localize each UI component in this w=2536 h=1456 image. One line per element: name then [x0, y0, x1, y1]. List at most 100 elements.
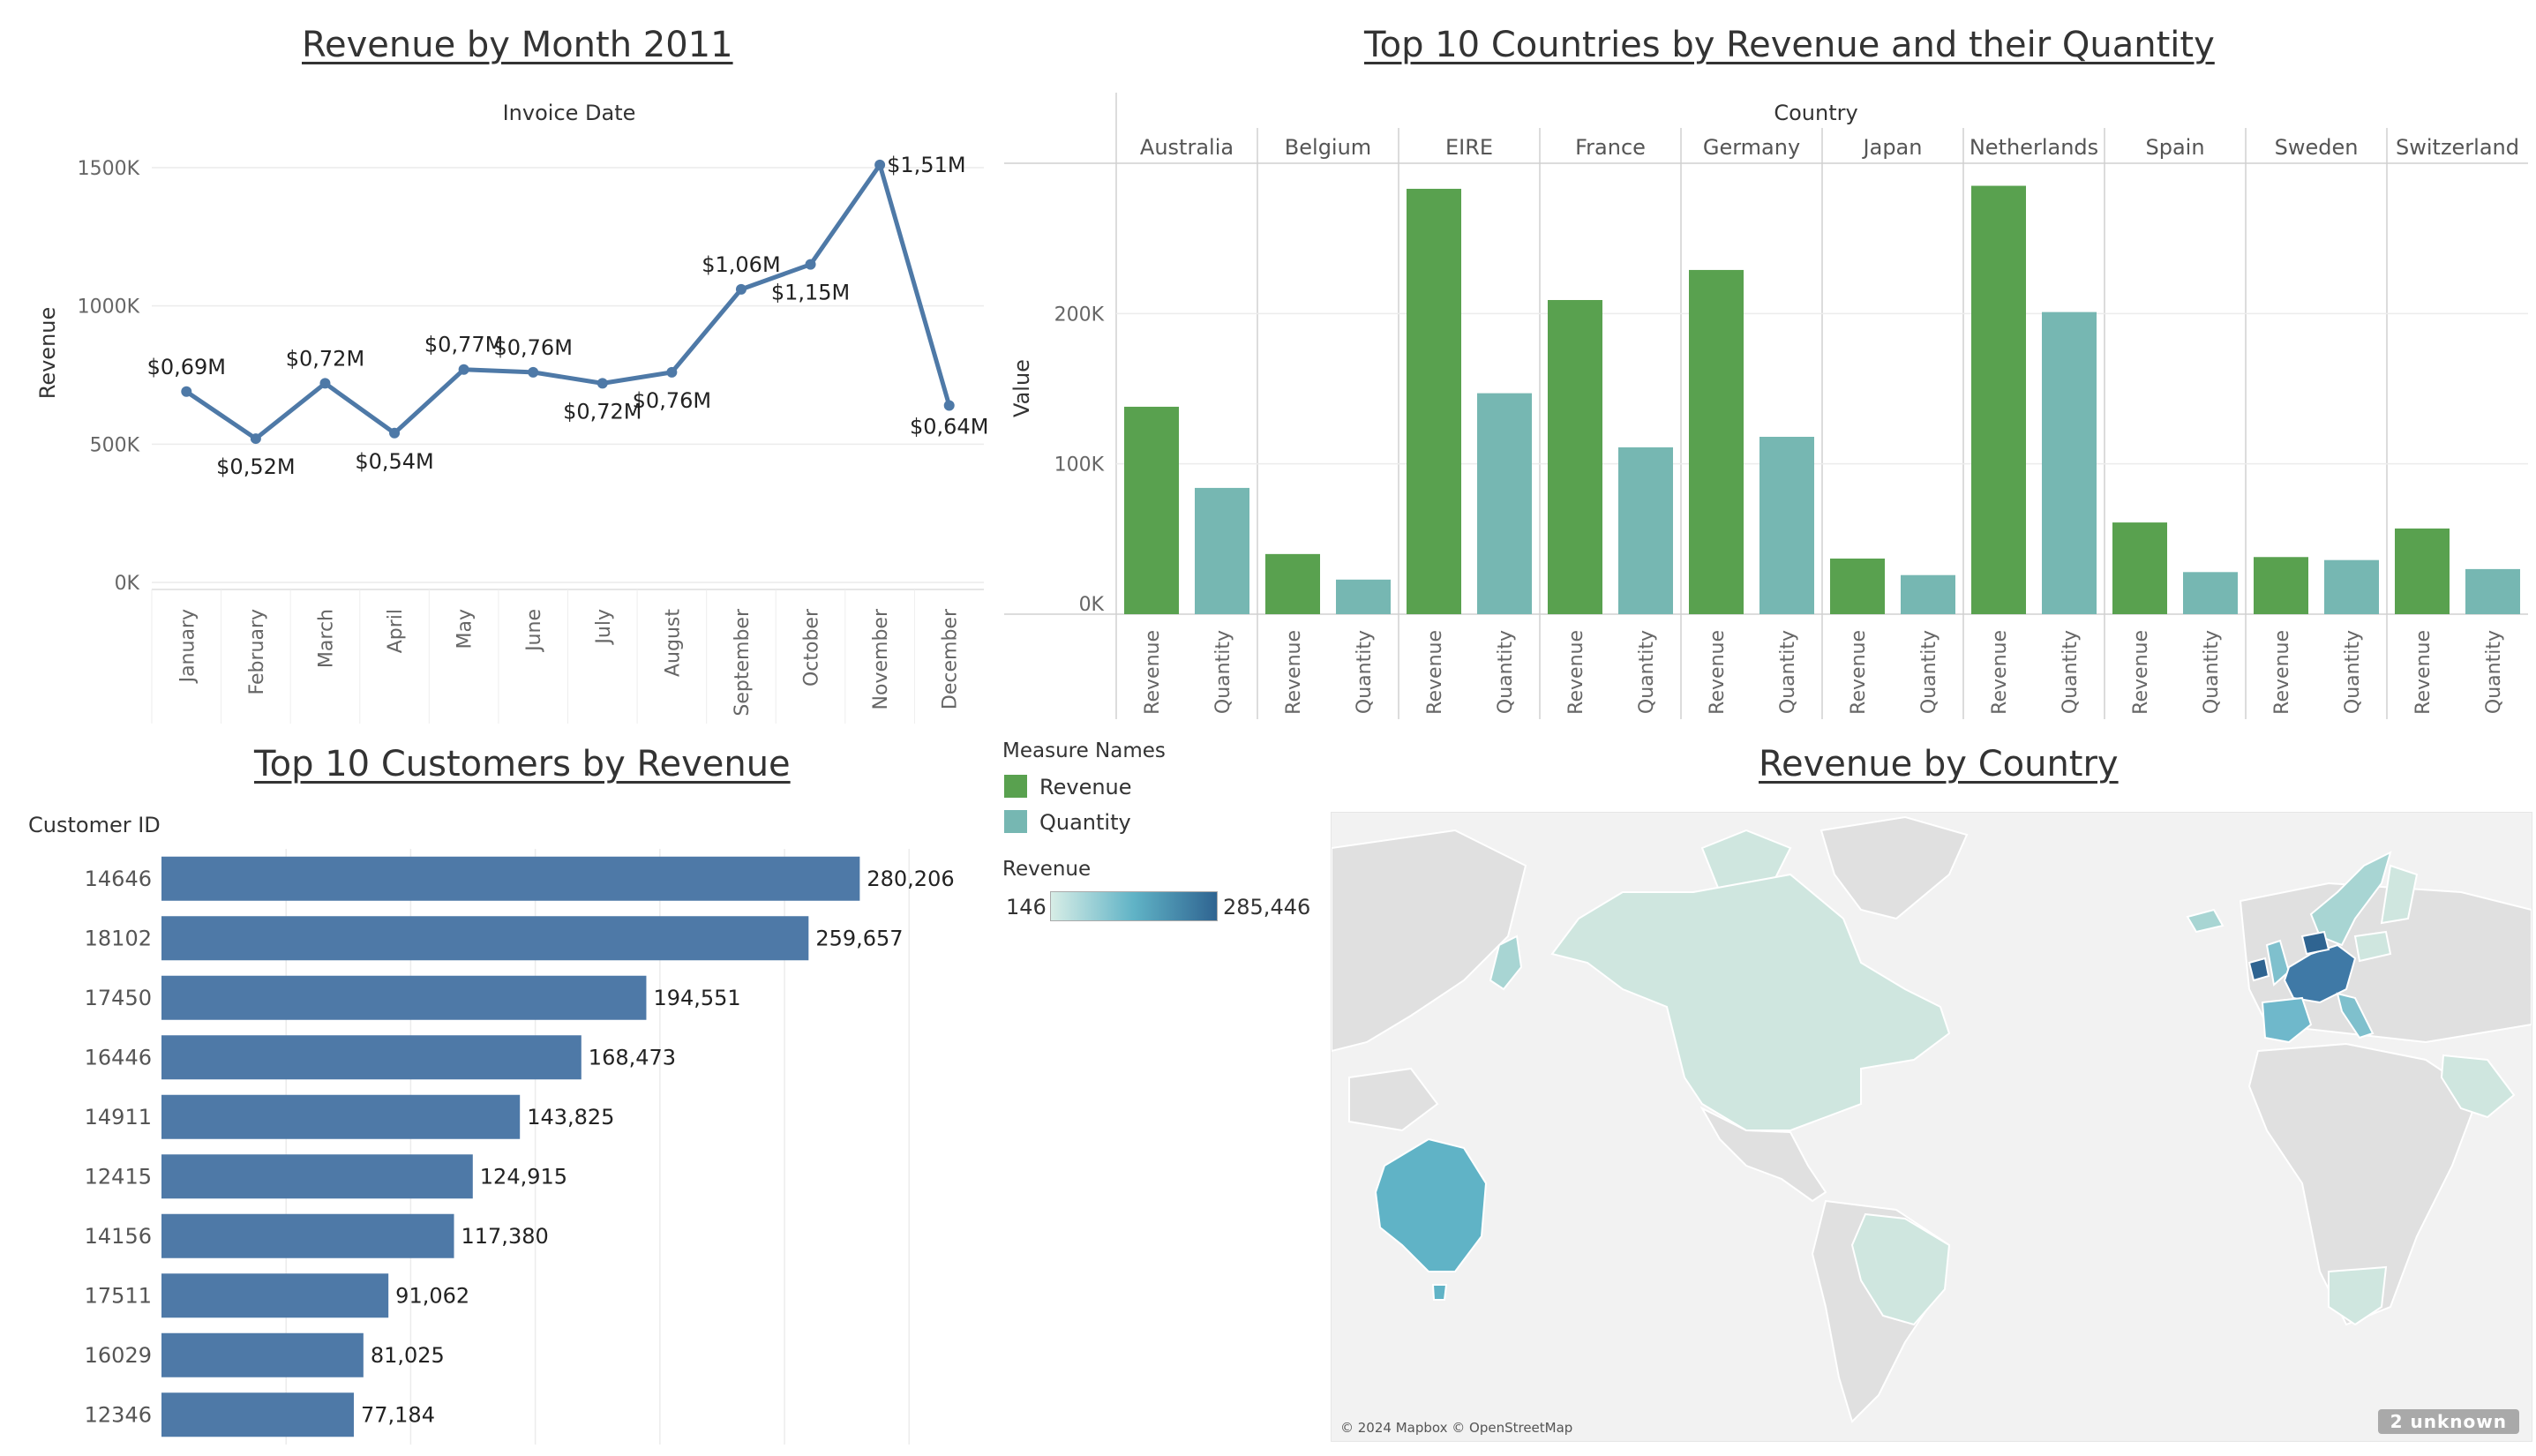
- customer-revenue-bar[interactable]: [161, 1094, 521, 1139]
- customer-revenue-label: 91,062: [395, 1283, 469, 1308]
- month-tick-label: September: [732, 608, 754, 717]
- measure-tick-label: Revenue: [1565, 630, 1587, 715]
- customer-id-label: 12415: [85, 1164, 152, 1189]
- measure-tick-label: Quantity: [1495, 630, 1517, 714]
- month-tick-label: July: [593, 609, 615, 646]
- map-attribution[interactable]: © 2024 Mapbox © OpenStreetMap: [1340, 1420, 1573, 1436]
- line-point[interactable]: [528, 366, 539, 378]
- unknown-locations-badge[interactable]: 2 unknown: [2377, 1409, 2519, 1434]
- quantity-bar[interactable]: [2465, 568, 2520, 614]
- customer-revenue-bar[interactable]: [161, 1332, 364, 1377]
- country-bar-chart[interactable]: Country Value 0K 100K 200K Australia Belgiu…: [997, 88, 2536, 724]
- revenue-legend-swatch: [1004, 775, 1027, 798]
- value-axis-title: Value: [1009, 359, 1034, 417]
- month-tick-label: May: [454, 609, 476, 649]
- revenue-line-chart[interactable]: Invoice Date Revenue 0K 500K 1000K 1500K Ja…: [0, 88, 997, 724]
- customer-revenue-bar[interactable]: [161, 1213, 454, 1258]
- measure-tick-label: Quantity: [2201, 630, 2223, 714]
- customer-id-label: 12346: [85, 1402, 152, 1427]
- country-header-label: Belgium: [1285, 135, 1371, 160]
- line-point[interactable]: [596, 378, 608, 389]
- customer-bar-chart[interactable]: Customer ID 14646 18102 17450 16446 14911 124…: [0, 812, 997, 1447]
- line-x-axis-title: Invoice Date: [503, 101, 636, 125]
- line-point[interactable]: [181, 386, 192, 397]
- line-point[interactable]: [805, 259, 816, 270]
- line-data-label: $1,06M: [702, 252, 780, 277]
- customer-bar-chart-title: Top 10 Customers by Revenue: [254, 744, 791, 784]
- customer-revenue-label: 280,206: [867, 867, 954, 891]
- measure-tick-label: Quantity: [1354, 630, 1376, 714]
- customer-revenue-label: 81,025: [371, 1343, 445, 1368]
- revenue-bar[interactable]: [1265, 553, 1320, 614]
- quantity-bar[interactable]: [2324, 559, 2379, 614]
- customer-id-label: 16029: [85, 1343, 152, 1368]
- line-point[interactable]: [943, 400, 955, 411]
- customer-revenue-bar[interactable]: [161, 1035, 581, 1080]
- quantity-bar[interactable]: [1477, 393, 1532, 614]
- measure-names-legend-title: Measure Names: [1002, 739, 1166, 762]
- line-point[interactable]: [666, 366, 678, 378]
- line-data-label: $1,51M: [887, 153, 965, 177]
- quantity-legend-label[interactable]: Quantity: [1039, 810, 1131, 835]
- line-y-tick-label: 500K: [90, 434, 140, 456]
- quantity-bar[interactable]: [1618, 447, 1673, 614]
- quantity-bar[interactable]: [1336, 579, 1391, 614]
- quantity-bar[interactable]: [2042, 311, 2097, 614]
- customer-revenue-bar[interactable]: [161, 975, 647, 1020]
- revenue-bar[interactable]: [1689, 269, 1744, 614]
- customer-revenue-bar[interactable]: [161, 1273, 389, 1318]
- line-point[interactable]: [458, 364, 469, 375]
- month-tick-label: February: [246, 609, 268, 695]
- quantity-bar[interactable]: [1195, 487, 1249, 614]
- month-tick-label: December: [940, 608, 962, 709]
- country-header-label: Spain: [2145, 135, 2204, 160]
- customer-revenue-bar[interactable]: [161, 916, 809, 961]
- measure-tick-label: Revenue: [2271, 630, 2293, 715]
- revenue-bar[interactable]: [2112, 522, 2167, 614]
- line-y-tick-label: 0K: [115, 573, 140, 595]
- measure-tick-label: Revenue: [1989, 630, 2011, 715]
- customer-id-label: 17511: [85, 1283, 152, 1308]
- customer-revenue-bar[interactable]: [161, 1392, 354, 1437]
- line-point[interactable]: [250, 433, 261, 445]
- customer-revenue-label: 168,473: [589, 1045, 676, 1069]
- country-header-label: Germany: [1703, 135, 1800, 160]
- measure-tick-label: Revenue: [1848, 630, 1870, 715]
- measure-tick-label: Revenue: [2130, 630, 2152, 715]
- revenue-bar[interactable]: [2395, 528, 2450, 614]
- month-tick-label: August: [662, 609, 684, 677]
- revenue-bar[interactable]: [1971, 185, 2026, 615]
- revenue-bar[interactable]: [2254, 557, 2308, 614]
- customer-revenue-bar[interactable]: [161, 1154, 473, 1199]
- measure-tick-label: Revenue: [1707, 630, 1729, 715]
- revenue-bar[interactable]: [1124, 406, 1179, 614]
- line-point[interactable]: [735, 283, 747, 295]
- revenue-color-legend-title: Revenue: [1002, 858, 1092, 881]
- revenue-bar[interactable]: [1548, 300, 1602, 614]
- quantity-bar[interactable]: [1759, 437, 1814, 614]
- revenue-legend-label[interactable]: Revenue: [1039, 775, 1132, 799]
- customer-revenue-label: 143,825: [527, 1105, 614, 1130]
- country-header-label: Japan: [1862, 135, 1923, 160]
- line-point[interactable]: [319, 378, 331, 389]
- revenue-map[interactable]: © 2024 Mapbox © OpenStreetMap 2 unknown: [1331, 812, 2532, 1442]
- quantity-legend-swatch: [1004, 810, 1027, 833]
- world-landmasses: [1331, 815, 2532, 1423]
- country-header-label: France: [1575, 135, 1646, 160]
- month-tick-label: June: [523, 609, 545, 653]
- country-axis-title: Country: [1774, 101, 1857, 125]
- revenue-bar[interactable]: [1830, 558, 1885, 614]
- customer-revenue-bar[interactable]: [161, 856, 860, 901]
- quantity-bar[interactable]: [2183, 572, 2238, 614]
- country-y-tick-label: 100K: [1054, 454, 1105, 477]
- revenue-bar[interactable]: [1407, 188, 1461, 614]
- line-data-label: $0,76M: [493, 335, 572, 360]
- customer-id-label: 17450: [85, 986, 152, 1010]
- line-point[interactable]: [874, 159, 886, 170]
- customer-id-label: 14156: [85, 1224, 152, 1249]
- map-title: Revenue by Country: [1759, 744, 2119, 784]
- line-y-axis-title: Revenue: [35, 307, 60, 400]
- quantity-bar[interactable]: [1901, 574, 1955, 614]
- line-point[interactable]: [389, 427, 401, 439]
- line-y-tick-label: 1500K: [78, 158, 140, 180]
